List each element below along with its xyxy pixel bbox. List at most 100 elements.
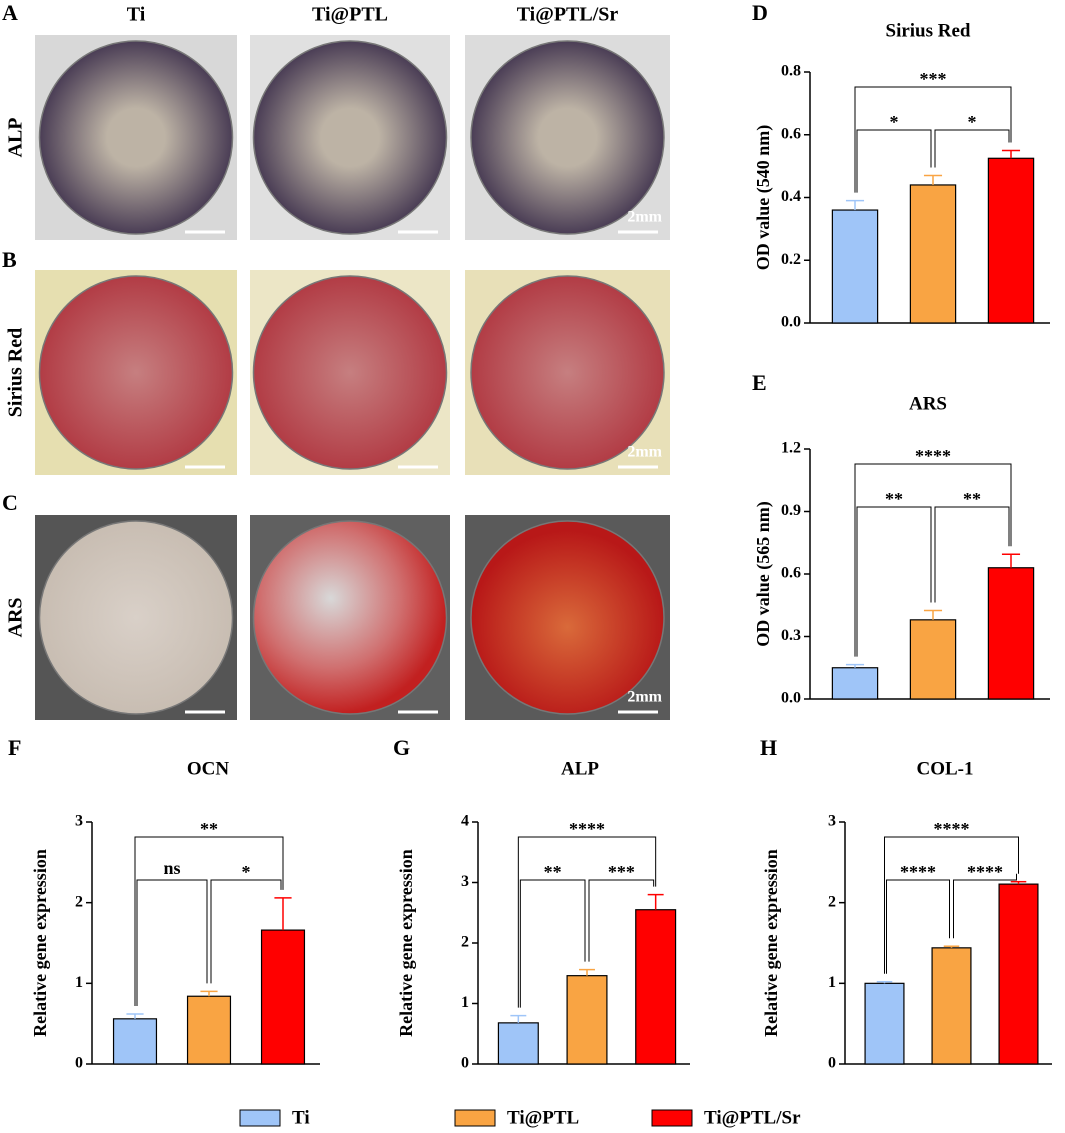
significance-bracket [953,873,1017,939]
y-axis-label: Relative gene expression [30,849,50,1037]
panel-letter: D [752,0,768,25]
significance-bracket [884,836,1019,974]
panel-letter: C [2,490,18,515]
significance-bracket [886,879,950,974]
significance-bracket [854,463,1012,657]
well [38,520,234,715]
significance-label: ** [963,489,981,509]
chart-title: COL-1 [917,758,974,779]
bar [186,995,232,1065]
significance-bracket [519,879,586,1008]
significance-bracket [856,129,932,193]
panel-letter: A [2,0,18,25]
y-tick-label: 2 [75,893,83,910]
significance-label: ** [885,489,903,509]
y-tick-label: 1 [75,974,83,991]
chart-title: Sirius Red [886,20,971,41]
chart-title: ALP [561,758,599,779]
well [470,40,665,235]
well [252,40,448,235]
bar [998,883,1039,1065]
significance-bracket [134,836,284,1006]
bar [260,929,306,1065]
y-tick-label: 2 [461,934,469,951]
column-label: Ti [127,4,146,26]
significance-label: **** [967,862,1003,882]
significance-label: ** [200,819,218,839]
row-label: Sirius Red [5,328,27,417]
y-tick-label: 0.2 [781,251,801,268]
column-label: Ti@PTL/Sr [517,4,619,26]
well [38,40,234,235]
significance-label: **** [934,819,970,839]
significance-bracket [854,86,1012,193]
legend-swatch [651,1109,693,1127]
legend-label: Ti@PTL [507,1107,579,1128]
panel-letter: H [760,735,777,760]
panel-letter: G [393,735,410,760]
significance-label: **** [900,862,936,882]
y-tick-label: 1.2 [781,440,801,457]
significance-label: * [890,112,899,132]
panel-letter: E [752,370,767,395]
scale-label: 2mm [627,689,662,706]
legend-label: Ti [292,1107,310,1128]
y-tick-label: 0.8 [781,63,801,80]
scale-label: 2mm [627,444,662,461]
y-axis-label: OD value (540 nm) [753,125,774,271]
legend-swatch [454,1109,496,1127]
significance-label: **** [915,446,951,466]
y-tick-label: 1 [461,994,469,1011]
scale-label: 2mm [627,209,662,226]
row-label: ARS [5,597,27,637]
y-tick-label: 0 [461,1055,469,1072]
significance-label: * [242,862,251,882]
bar [864,982,905,1065]
panel-letter: F [8,735,21,760]
bar [112,1018,158,1065]
significance-label: **** [569,819,605,839]
significance-bracket [517,836,657,1008]
y-axis-label: OD value (565 nm) [753,501,774,647]
bar [909,184,957,324]
y-axis-label: Relative gene expression [761,849,781,1037]
well [252,275,448,470]
y-tick-label: 0.6 [781,125,801,142]
chart-title: OCN [187,758,230,779]
significance-label: *** [920,69,947,89]
row-label: ALP [5,118,27,158]
significance-bracket [588,879,655,962]
y-tick-label: 0.9 [781,502,801,519]
y-tick-label: 3 [828,813,836,830]
y-tick-label: 2 [828,893,836,910]
y-tick-label: 0.0 [781,690,801,707]
significance-bracket [934,506,1010,603]
significance-label: ns [163,858,180,878]
y-tick-label: 0.0 [781,314,801,331]
legend-label: Ti@PTL/Sr [704,1107,801,1128]
significance-bracket [136,879,208,1006]
y-tick-label: 0 [75,1055,83,1072]
y-tick-label: 1 [828,974,836,991]
bar [497,1022,539,1065]
well [252,520,448,715]
y-axis-label: Relative gene expression [396,849,416,1037]
bar [635,909,677,1065]
y-tick-label: 0.4 [781,188,801,205]
y-tick-label: 0.6 [781,565,801,582]
y-tick-label: 0 [828,1055,836,1072]
bar [987,157,1035,324]
significance-bracket [210,879,282,984]
bar [566,975,608,1065]
well [470,275,665,470]
well [470,520,665,715]
bar [987,567,1035,700]
significance-bracket [934,129,1010,168]
y-tick-label: 3 [461,873,469,890]
bar [909,619,957,700]
well [38,275,234,470]
column-label: Ti@PTL [312,4,388,26]
significance-label: * [968,112,977,132]
bar [831,209,879,324]
